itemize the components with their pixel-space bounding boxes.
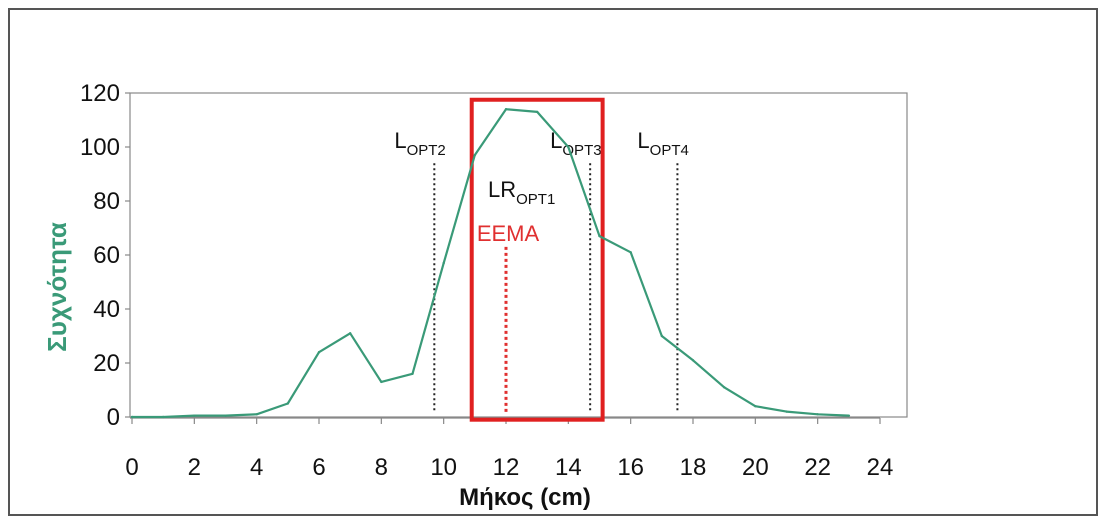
x-tick-label: 6 — [312, 454, 325, 481]
reference-label: LOPT4 — [637, 128, 688, 159]
y-axis-title: Συχνότητα — [42, 222, 72, 352]
data-point — [567, 145, 570, 149]
data-point — [224, 414, 227, 417]
x-tick-label: 12 — [493, 454, 520, 481]
x-tick-label: 8 — [375, 454, 388, 481]
reference-label: LOPT3 — [550, 128, 601, 159]
x-tick-label: 2 — [188, 454, 201, 481]
annotation-subscript: OPT1 — [516, 191, 555, 208]
reference-label: EEMA — [477, 221, 540, 246]
data-point — [411, 372, 414, 375]
highlight-box — [469, 97, 605, 422]
data-point — [380, 380, 383, 384]
data-point — [161, 415, 165, 419]
annotation-main: LR — [488, 177, 516, 202]
x-tick-label: 0 — [125, 454, 138, 481]
data-point — [691, 359, 695, 362]
series-line — [132, 108, 849, 419]
x-tick-label: 24 — [867, 454, 894, 481]
x-tick-label: 4 — [250, 454, 263, 481]
y-tick-label: 40 — [93, 296, 120, 323]
data-point — [442, 261, 445, 265]
y-tick-label: 100 — [80, 134, 120, 161]
y-tick-label: 80 — [93, 188, 120, 215]
data-point — [286, 402, 290, 405]
reference-label-subscript: OPT4 — [650, 142, 689, 159]
data-point — [473, 153, 477, 157]
x-tick-label: 20 — [742, 454, 769, 481]
data-point — [847, 414, 851, 417]
plot-area-border — [129, 92, 908, 418]
reference-label: LOPT2 — [394, 128, 445, 159]
data-point — [816, 413, 819, 416]
y-tick-label: 60 — [93, 242, 120, 269]
data-point — [598, 234, 601, 238]
data-point — [754, 405, 757, 408]
x-tick-label: 16 — [617, 454, 644, 481]
x-tick-label: 22 — [804, 454, 831, 481]
x-tick-label: 14 — [555, 454, 582, 481]
data-point — [255, 413, 258, 416]
reference-label-subscript: OPT2 — [407, 142, 446, 159]
data-point — [193, 414, 196, 417]
data-point — [722, 386, 726, 389]
data-point — [660, 334, 664, 338]
reference-label-subscript: OPT3 — [562, 142, 601, 159]
y-tick-label: 0 — [107, 404, 120, 431]
data-point — [535, 110, 539, 114]
y-tick-label: 20 — [93, 350, 120, 377]
data-point — [629, 251, 632, 254]
data-point — [785, 410, 788, 413]
annotation-label: LROPT1 — [488, 177, 555, 208]
x-tick-label: 10 — [430, 454, 457, 481]
y-tick-label: 120 — [80, 80, 120, 107]
data-point — [130, 415, 134, 419]
x-axis-title: Μήκος (cm) — [459, 484, 591, 511]
data-point — [317, 351, 321, 354]
x-tick-label: 18 — [680, 454, 707, 481]
reference-label-main: L — [637, 128, 649, 153]
data-point — [348, 332, 352, 335]
reference-label-main: L — [394, 128, 406, 153]
data-point — [504, 108, 508, 111]
reference-label-main: L — [550, 128, 562, 153]
